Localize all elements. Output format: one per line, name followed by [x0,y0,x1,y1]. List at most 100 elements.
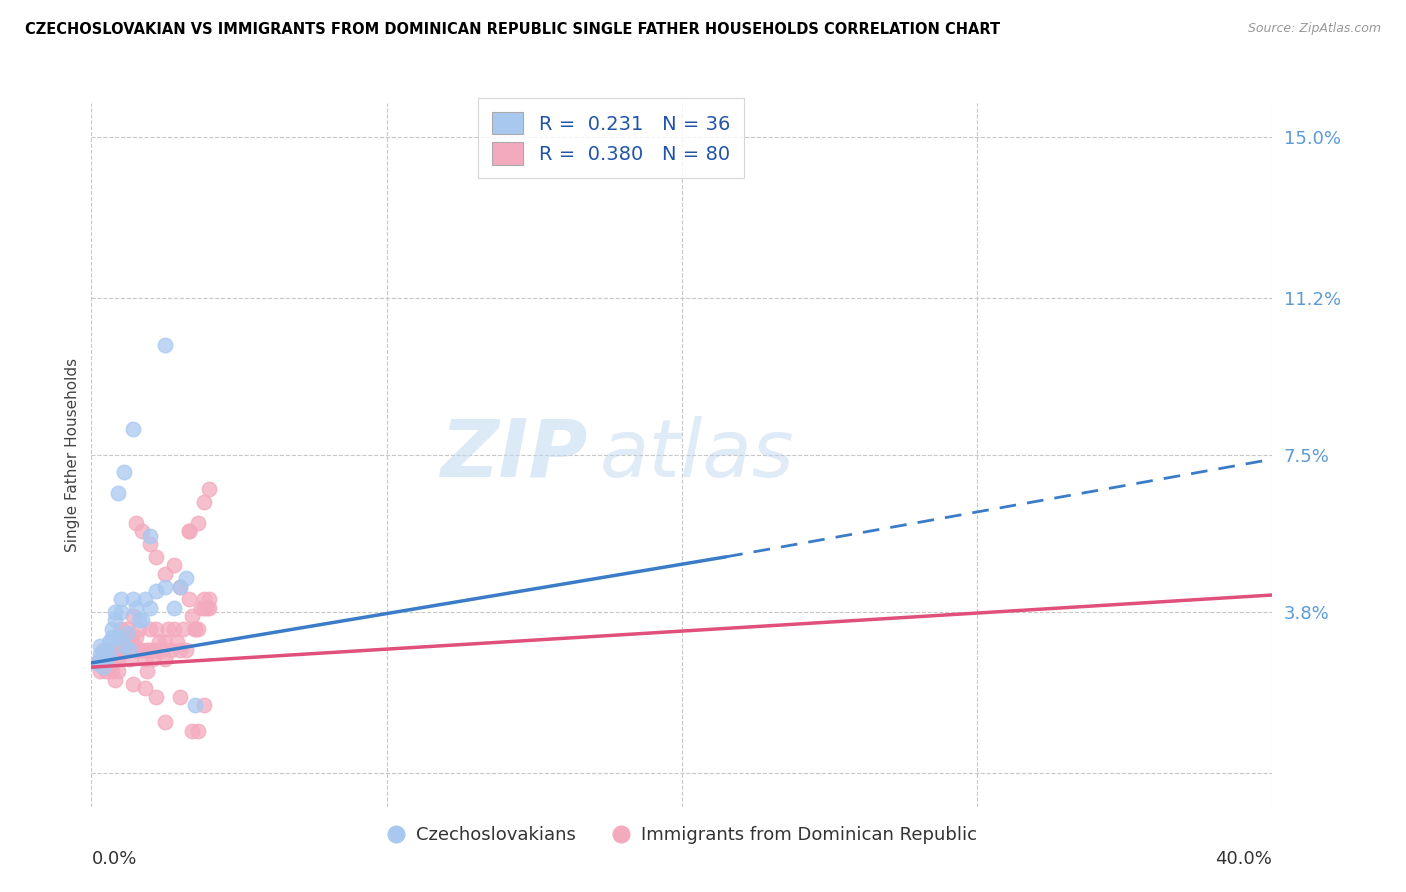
Point [145,549,167,564]
Point [180,723,202,738]
Point [163,558,186,573]
Legend: Czechoslovakians, Immigrants from Dominican Republic: Czechoslovakians, Immigrants from Domini… [380,819,984,851]
Text: CZECHOSLOVAKIAN VS IMMIGRANTS FROM DOMINICAN REPUBLIC SINGLE FATHER HOUSEHOLDS C: CZECHOSLOVAKIAN VS IMMIGRANTS FROM DOMIN… [25,22,1001,37]
Point [96,651,118,665]
Point [115,626,138,640]
Point [187,622,209,636]
Point [107,486,129,500]
Point [91,660,114,674]
Point [190,600,212,615]
Point [104,673,127,687]
Point [169,643,191,657]
Point [115,643,138,657]
Point [91,648,114,662]
Point [153,580,177,594]
Point [198,600,221,615]
Point [187,723,209,738]
Point [169,580,191,594]
Point [98,660,121,674]
Point [145,583,167,598]
Point [98,648,121,662]
Point [101,643,124,657]
Point [131,643,153,657]
Point [110,622,132,636]
Point [101,665,124,679]
Point [112,465,135,479]
Text: atlas: atlas [599,416,794,494]
Point [89,648,111,662]
Point [139,600,162,615]
Point [145,690,167,704]
Point [193,698,215,713]
Point [134,592,156,607]
Point [128,622,150,636]
Text: Source: ZipAtlas.com: Source: ZipAtlas.com [1247,22,1381,36]
Point [107,631,129,645]
Point [153,566,177,581]
Point [115,622,138,636]
Point [198,482,221,496]
Point [121,609,143,624]
Point [124,631,148,645]
Point [163,622,186,636]
Point [98,634,121,648]
Point [89,651,111,665]
Point [160,643,183,657]
Point [124,643,148,657]
Point [121,592,143,607]
Point [153,337,177,351]
Point [183,622,207,636]
Text: 0.0%: 0.0% [91,850,136,868]
Point [145,643,167,657]
Point [107,665,129,679]
Point [177,524,200,539]
Point [86,656,108,670]
Point [101,622,124,636]
Point [139,622,162,636]
Point [183,622,207,636]
Point [153,634,177,648]
Point [121,422,143,436]
Point [124,516,148,530]
Point [128,643,150,657]
Point [110,643,132,657]
Point [124,600,148,615]
Point [96,665,118,679]
Point [139,528,162,542]
Point [187,516,209,530]
Point [134,651,156,665]
Point [104,651,127,665]
Point [166,634,188,648]
Point [110,592,132,607]
Point [172,622,194,636]
Point [174,643,197,657]
Point [193,600,215,615]
Text: ZIP: ZIP [440,416,588,494]
Point [112,631,135,645]
Point [128,614,150,628]
Point [104,605,127,619]
Point [177,524,200,539]
Point [169,690,191,704]
Point [118,643,141,657]
Point [180,609,202,624]
Point [136,643,159,657]
Point [121,634,143,648]
Point [183,698,207,713]
Point [101,631,124,645]
Point [110,605,132,619]
Point [174,571,197,585]
Point [193,592,215,607]
Point [150,643,173,657]
Point [118,651,141,665]
Point [139,537,162,551]
Point [104,614,127,628]
Point [96,643,118,657]
Y-axis label: Single Father Households: Single Father Households [65,358,80,552]
Point [86,656,108,670]
Point [131,614,153,628]
Point [118,631,141,645]
Point [89,639,111,653]
Point [163,600,186,615]
Point [148,634,170,648]
